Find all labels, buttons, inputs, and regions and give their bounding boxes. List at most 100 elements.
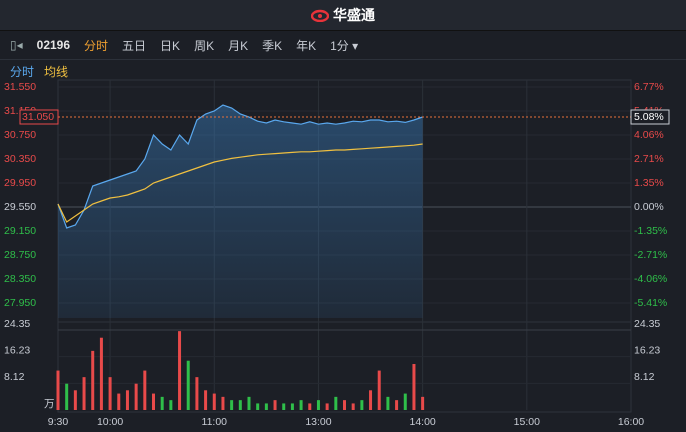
y2-tick-label: -2.71% bbox=[634, 249, 667, 261]
vol-tick-label-r: 16.23 bbox=[634, 344, 660, 356]
volume-bar bbox=[308, 403, 312, 410]
y-tick-label: 28.350 bbox=[4, 273, 36, 285]
volume-bar bbox=[160, 396, 164, 410]
sub-tab[interactable]: 均线 bbox=[44, 64, 69, 79]
logo-text: 华盛通 bbox=[333, 7, 375, 23]
volume-bar bbox=[290, 403, 294, 410]
x-tick-label: 16:00 bbox=[618, 416, 644, 428]
volume-bar bbox=[108, 377, 112, 410]
y-tick-label: 27.950 bbox=[4, 297, 36, 309]
vol-tick-label: 24.35 bbox=[4, 318, 30, 330]
vol-tick-label-r: 8.12 bbox=[634, 371, 655, 383]
period-tab[interactable]: 1分 ▾ bbox=[330, 38, 359, 53]
vol-tick-label-r: 24.35 bbox=[634, 318, 660, 330]
y-tick-label: 31.550 bbox=[4, 81, 36, 93]
stock-code: 02196 bbox=[36, 38, 71, 52]
period-tab[interactable]: 季K bbox=[262, 38, 283, 53]
volume-bar bbox=[403, 393, 407, 410]
volume-bar bbox=[65, 383, 69, 410]
volume-bar bbox=[273, 400, 277, 410]
x-tick-label: 10:00 bbox=[97, 416, 123, 428]
volume-bar bbox=[117, 393, 121, 410]
volume-bar bbox=[125, 390, 129, 410]
period-tab[interactable]: 日K bbox=[160, 38, 181, 53]
y2-tick-label: 0.00% bbox=[634, 201, 664, 213]
y2-tick-label: 4.06% bbox=[634, 129, 664, 141]
last-price-label: 31.050 bbox=[22, 111, 54, 123]
period-tab[interactable]: 月K bbox=[228, 38, 249, 53]
y2-tick-label: -5.41% bbox=[634, 297, 667, 309]
y-tick-label: 29.150 bbox=[4, 225, 36, 237]
period-tab[interactable]: 周K bbox=[194, 38, 215, 53]
period-tab[interactable]: 五日 bbox=[122, 38, 147, 53]
volume-bar bbox=[99, 337, 103, 410]
volume-bar bbox=[56, 370, 60, 410]
volume-bar bbox=[152, 393, 155, 410]
volume-bar bbox=[299, 400, 303, 410]
volume-bar bbox=[377, 370, 381, 410]
volume-bar bbox=[91, 350, 95, 410]
price-area bbox=[58, 105, 423, 318]
y2-tick-label: 1.35% bbox=[634, 177, 664, 189]
price-line bbox=[57, 104, 423, 229]
period-tab[interactable]: 分时 bbox=[84, 38, 109, 53]
volume-bar bbox=[230, 400, 234, 410]
y-tick-label: 30.350 bbox=[4, 153, 36, 165]
period-tab[interactable]: 年K bbox=[296, 38, 317, 53]
last-change-box bbox=[630, 109, 670, 125]
volume-bar bbox=[264, 403, 268, 410]
tabs: 分时 五日 日K 周K 月K 季K 年K 1分 ▾ bbox=[84, 37, 372, 54]
volume-bar bbox=[178, 331, 182, 410]
y-tick-label: 29.550 bbox=[4, 201, 36, 213]
sub-tab[interactable]: 分时 bbox=[10, 64, 35, 79]
avg-line bbox=[57, 143, 423, 223]
y-tick-label: 29.950 bbox=[4, 177, 36, 189]
toolbar: ▯◂ 02196 分时 五日 日K 周K 月K 季K 年K 1分 ▾ bbox=[0, 31, 686, 60]
volume-bar bbox=[143, 370, 147, 410]
volume-bar bbox=[412, 364, 416, 410]
volume-bar bbox=[169, 400, 173, 410]
volume-bar bbox=[369, 390, 373, 410]
volume-bar bbox=[325, 403, 329, 410]
vol-tick-label: 8.12 bbox=[4, 371, 25, 383]
volume-bar bbox=[247, 396, 251, 410]
y2-tick-label: 2.71% bbox=[634, 153, 664, 165]
volume-bar bbox=[316, 400, 320, 410]
volume-bar bbox=[238, 400, 242, 410]
volume-bar bbox=[334, 396, 338, 410]
y2-tick-label: -1.35% bbox=[634, 225, 667, 237]
last-price-box bbox=[19, 109, 59, 125]
volume-bar bbox=[82, 377, 86, 410]
volume-bar bbox=[195, 377, 199, 410]
volume-bar bbox=[73, 390, 77, 410]
back-icon[interactable]: ▯◂ bbox=[10, 38, 23, 52]
volume-bar bbox=[221, 396, 225, 410]
y2-tick-label: 6.77% bbox=[634, 81, 664, 93]
volume-bar bbox=[421, 396, 425, 410]
vol-unit: 万 bbox=[44, 398, 55, 410]
y-tick-label: 30.750 bbox=[4, 129, 36, 141]
x-tick-label: 14:00 bbox=[409, 416, 435, 428]
volume-bar bbox=[343, 400, 346, 410]
subbar: 分时 均线 bbox=[0, 60, 686, 82]
x-tick-label: 9:30 bbox=[48, 416, 69, 428]
volume-bar bbox=[386, 396, 390, 410]
x-tick-label: 15:00 bbox=[514, 416, 540, 428]
x-tick-label: 11:00 bbox=[202, 416, 228, 428]
x-tick-label: 13:00 bbox=[305, 416, 331, 428]
volume-bar bbox=[360, 400, 364, 410]
volume-bar bbox=[204, 390, 208, 410]
y-tick-label: 28.750 bbox=[4, 249, 36, 261]
logo-icon bbox=[311, 9, 329, 22]
volume-bar bbox=[212, 393, 216, 410]
last-change-label: 5.08% bbox=[634, 111, 664, 123]
volume-bar bbox=[134, 383, 138, 410]
header: 华盛通 bbox=[0, 0, 686, 31]
volume-bar bbox=[186, 360, 190, 410]
y2-tick-label: -4.06% bbox=[634, 273, 667, 285]
volume-bar bbox=[351, 403, 355, 410]
volume-bar bbox=[256, 403, 260, 410]
volume-bar bbox=[395, 400, 399, 410]
